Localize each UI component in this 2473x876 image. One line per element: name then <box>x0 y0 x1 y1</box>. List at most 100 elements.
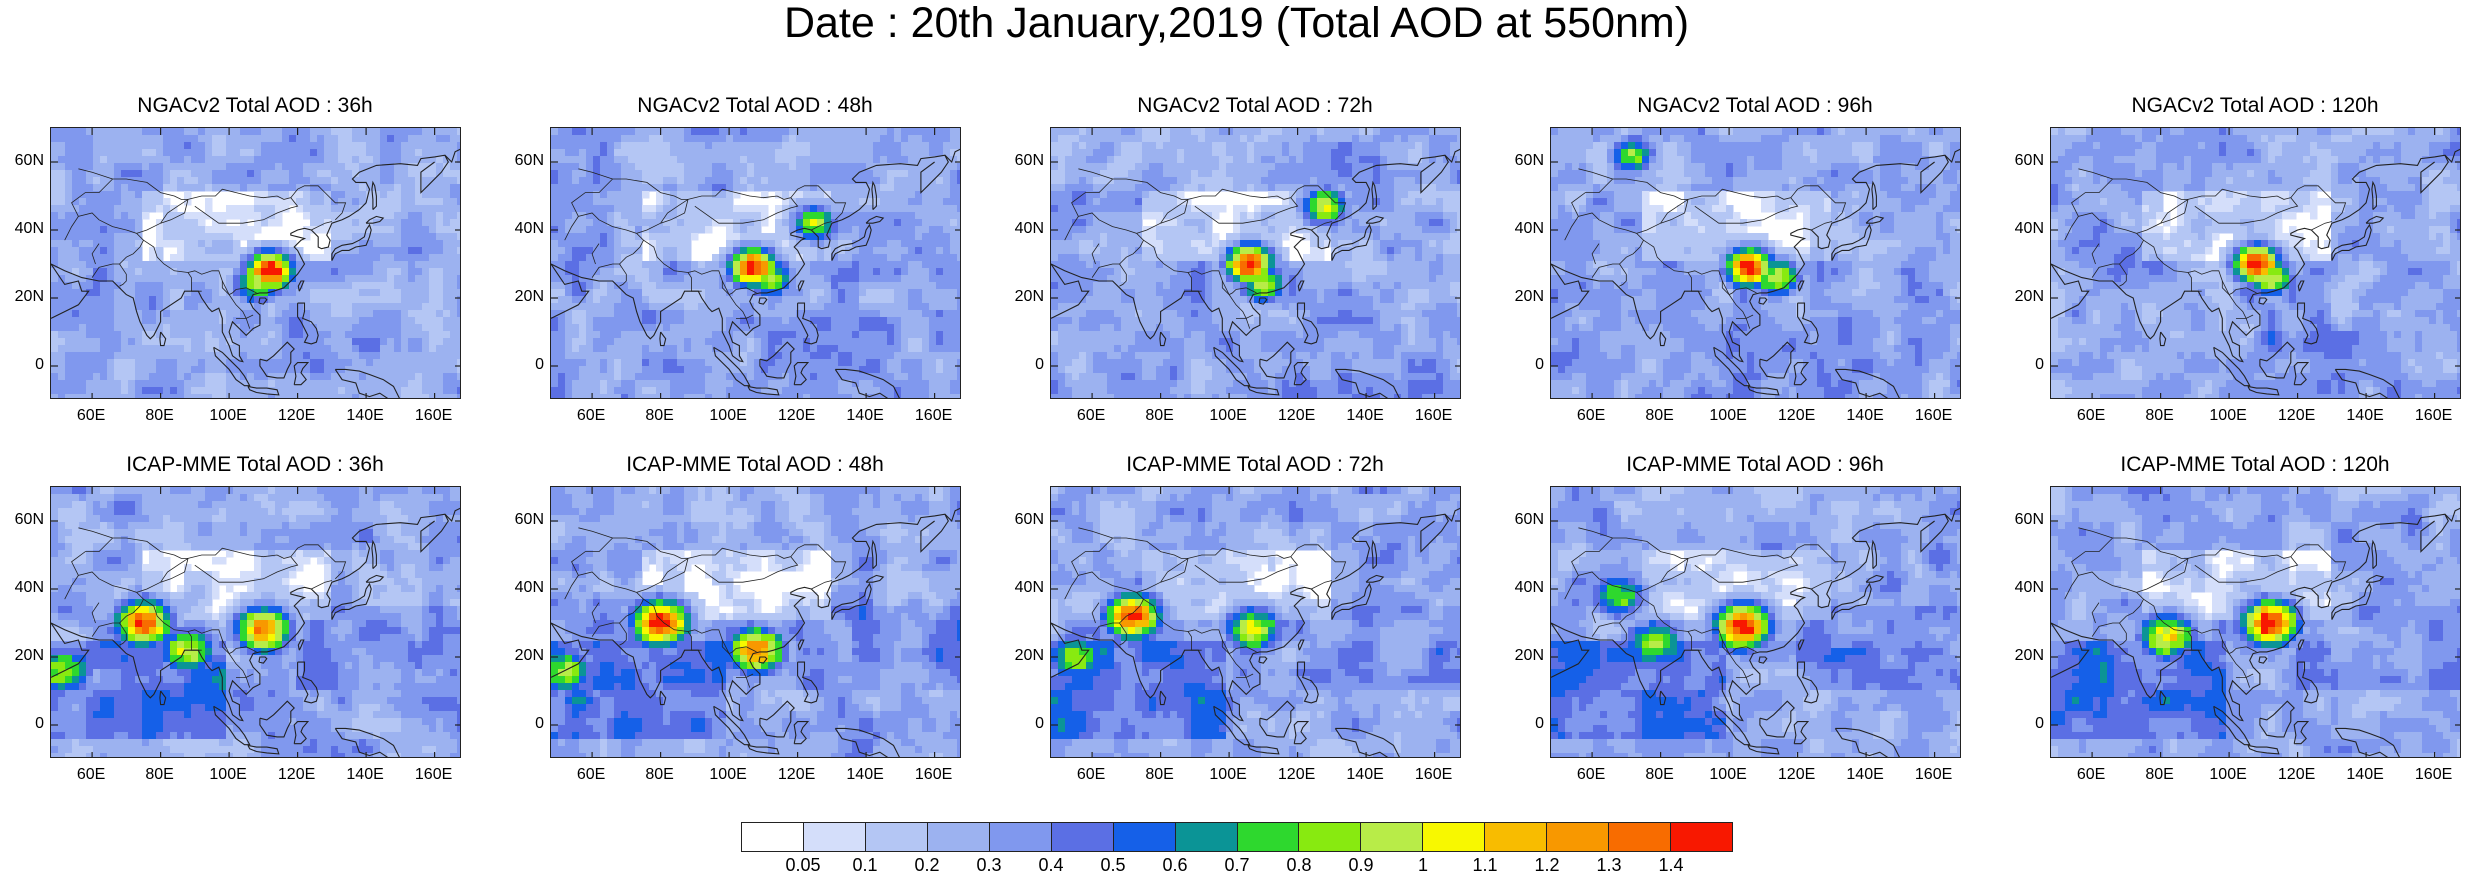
colorbar-tick-label: 0.2 <box>902 855 952 876</box>
latitude-tick-label: 40N <box>4 579 44 597</box>
latitude-tick-label: 60N <box>504 152 544 170</box>
aod-map-plot <box>51 128 461 399</box>
longitude-tick-label: 80E <box>2135 766 2185 784</box>
coastline <box>2311 222 2332 231</box>
longitude-tick-label: 160E <box>909 766 959 784</box>
longitude-tick-label: 120E <box>1272 766 1322 784</box>
longitude-tick-label: 100E <box>2203 766 2253 784</box>
aod-map-plot <box>2051 128 2461 399</box>
longitude-tick-label: 100E <box>1203 407 1253 425</box>
longitude-tick-label: 80E <box>1135 407 1185 425</box>
latitude-tick-label: 0 <box>2004 715 2044 733</box>
panel-title: ICAP-MME Total AOD : 120h <box>2040 453 2470 477</box>
latitude-tick-label: 60N <box>1504 152 1544 170</box>
latitude-tick-label: 0 <box>504 356 544 374</box>
colorbar-swatch <box>866 823 928 851</box>
longitude-tick-label: 60E <box>1566 766 1616 784</box>
panel-title: ICAP-MME Total AOD : 36h <box>40 453 470 477</box>
colorbar-tick-label: 1.3 <box>1584 855 1634 876</box>
longitude-tick-label: 120E <box>272 407 322 425</box>
latitude-tick-label: 20N <box>1004 647 1044 665</box>
panel-title: NGACv2 Total AOD : 72h <box>1040 94 1470 118</box>
longitude-tick-label: 60E <box>566 407 616 425</box>
colorbar-tick-label: 0.5 <box>1088 855 1138 876</box>
longitude-tick-label: 120E <box>1272 407 1322 425</box>
longitude-tick-label: 160E <box>1409 407 1459 425</box>
latitude-tick-label: 20N <box>4 647 44 665</box>
longitude-tick-label: 80E <box>1135 766 1185 784</box>
latitude-tick-label: 20N <box>1004 288 1044 306</box>
longitude-tick-label: 60E <box>2066 407 2116 425</box>
longitude-tick-label: 120E <box>2272 407 2322 425</box>
latitude-tick-label: 0 <box>1504 356 1544 374</box>
longitude-tick-label: 60E <box>566 766 616 784</box>
coastline <box>811 581 832 590</box>
colorbar <box>741 822 1733 852</box>
colorbar-swatch <box>1423 823 1485 851</box>
latitude-tick-label: 60N <box>1004 152 1044 170</box>
longitude-tick-label: 100E <box>1203 766 1253 784</box>
latitude-tick-label: 20N <box>504 288 544 306</box>
panel-title: ICAP-MME Total AOD : 72h <box>1040 453 1470 477</box>
latitude-tick-label: 20N <box>2004 647 2044 665</box>
colorbar-tick-label: 0.9 <box>1336 855 1386 876</box>
colorbar-tick-label: 0.7 <box>1212 855 1262 876</box>
colorbar-tick-label: 0.1 <box>840 855 890 876</box>
longitude-tick-label: 160E <box>2409 766 2459 784</box>
longitude-tick-label: 140E <box>1340 407 1390 425</box>
latitude-tick-label: 0 <box>1004 715 1044 733</box>
latitude-tick-label: 40N <box>504 220 544 238</box>
aod-map-panel <box>2050 127 2461 399</box>
longitude-tick-label: 80E <box>635 407 685 425</box>
colorbar-swatch <box>1176 823 1238 851</box>
latitude-tick-label: 0 <box>4 356 44 374</box>
longitude-tick-label: 140E <box>340 407 390 425</box>
longitude-tick-label: 60E <box>66 407 116 425</box>
longitude-tick-label: 140E <box>340 766 390 784</box>
latitude-tick-label: 0 <box>2004 356 2044 374</box>
longitude-tick-label: 100E <box>703 407 753 425</box>
longitude-tick-label: 140E <box>840 766 890 784</box>
aod-map-panel <box>1050 127 1461 399</box>
latitude-tick-label: 20N <box>1504 647 1544 665</box>
latitude-tick-label: 60N <box>4 152 44 170</box>
longitude-tick-label: 160E <box>1909 407 1959 425</box>
aod-map-plot <box>1551 128 1961 399</box>
latitude-tick-label: 0 <box>1504 715 1544 733</box>
longitude-tick-label: 60E <box>1566 407 1616 425</box>
latitude-tick-label: 60N <box>2004 511 2044 529</box>
colorbar-tick-label: 0.3 <box>964 855 1014 876</box>
colorbar-swatch <box>990 823 1052 851</box>
longitude-tick-label: 160E <box>909 407 959 425</box>
panel-title: ICAP-MME Total AOD : 96h <box>1540 453 1970 477</box>
panel-title: NGACv2 Total AOD : 120h <box>2040 94 2470 118</box>
aod-map-plot <box>1551 487 1961 758</box>
aod-map-panel <box>1550 486 1961 758</box>
latitude-tick-label: 40N <box>4 220 44 238</box>
latitude-tick-label: 40N <box>1504 220 1544 238</box>
colorbar-swatch <box>1238 823 1300 851</box>
aod-map-panel <box>50 127 461 399</box>
latitude-tick-label: 40N <box>1004 579 1044 597</box>
longitude-tick-label: 100E <box>703 766 753 784</box>
latitude-tick-label: 40N <box>2004 579 2044 597</box>
longitude-tick-label: 60E <box>1066 407 1116 425</box>
latitude-tick-label: 0 <box>1004 356 1044 374</box>
latitude-tick-label: 20N <box>4 288 44 306</box>
colorbar-swatch <box>1609 823 1671 851</box>
latitude-tick-label: 20N <box>2004 288 2044 306</box>
longitude-tick-label: 60E <box>2066 766 2116 784</box>
colorbar-tick-label: 1.4 <box>1646 855 1696 876</box>
figure-title: Date : 20th January,2019 (Total AOD at 5… <box>0 0 2473 46</box>
longitude-tick-label: 140E <box>1840 407 1890 425</box>
colorbar-swatch <box>1052 823 1114 851</box>
longitude-tick-label: 160E <box>409 766 459 784</box>
longitude-tick-label: 120E <box>1772 407 1822 425</box>
longitude-tick-label: 140E <box>840 407 890 425</box>
latitude-tick-label: 40N <box>1004 220 1044 238</box>
colorbar-tick-label: 0.05 <box>778 855 828 876</box>
longitude-tick-label: 140E <box>1340 766 1390 784</box>
longitude-tick-label: 160E <box>1909 766 1959 784</box>
aod-map-panel <box>2050 486 2461 758</box>
longitude-tick-label: 80E <box>1635 766 1685 784</box>
